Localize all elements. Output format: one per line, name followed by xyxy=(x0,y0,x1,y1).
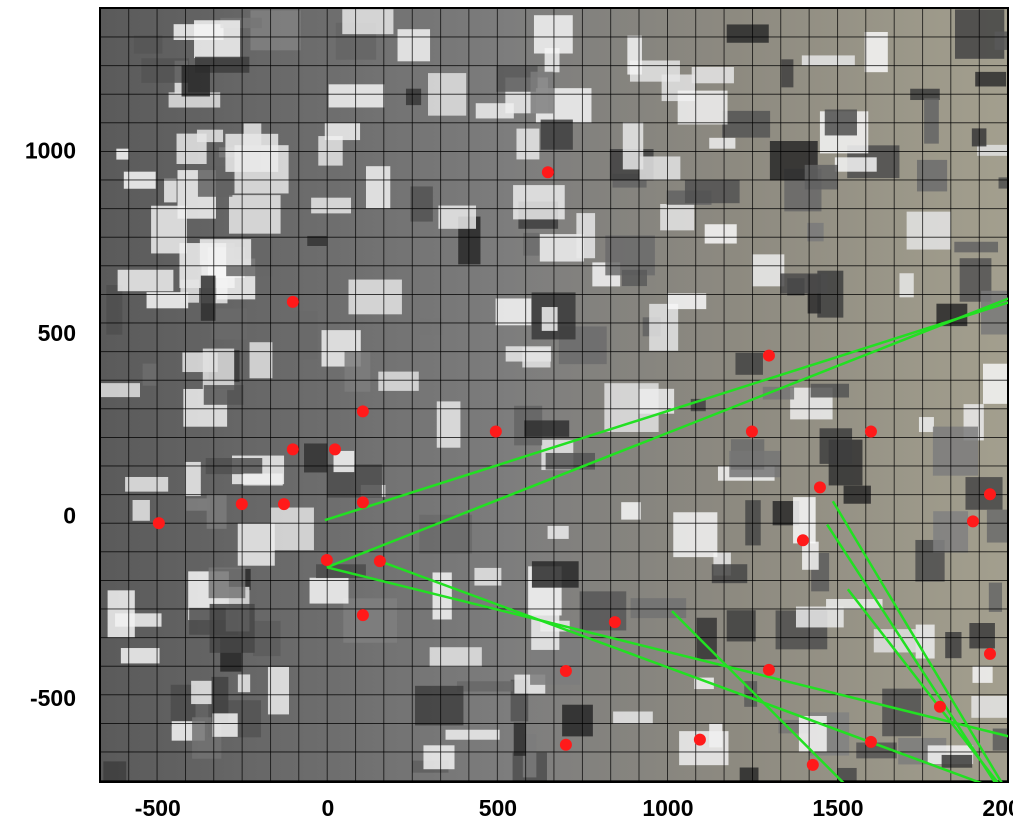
point xyxy=(746,426,758,438)
point xyxy=(374,555,386,567)
point xyxy=(357,405,369,417)
point xyxy=(984,488,996,500)
y-tick-label: 500 xyxy=(38,320,76,346)
point xyxy=(357,496,369,508)
point xyxy=(321,554,333,566)
point xyxy=(984,648,996,660)
grid-overlay xyxy=(100,8,1008,782)
x-tick-label: 1500 xyxy=(812,795,863,821)
point xyxy=(542,166,554,178)
point xyxy=(934,701,946,713)
point xyxy=(609,616,621,628)
point xyxy=(560,739,572,751)
y-tick-label: -500 xyxy=(30,685,76,711)
point xyxy=(153,517,165,529)
point xyxy=(967,515,979,527)
point xyxy=(287,296,299,308)
point xyxy=(797,534,809,546)
chart: -500 0 500 1000 1500 2000 -500 0 500 1000 xyxy=(0,0,1013,837)
page: {"chart_data": {"type": "scatter", "xlim… xyxy=(0,0,1013,837)
point xyxy=(865,426,877,438)
x-tick-label: 500 xyxy=(479,795,517,821)
point xyxy=(694,734,706,746)
point xyxy=(763,664,775,676)
point xyxy=(329,443,341,455)
x-tick-label: 0 xyxy=(321,795,334,821)
point xyxy=(236,498,248,510)
point xyxy=(865,736,877,748)
point xyxy=(357,609,369,621)
y-tick-label: 0 xyxy=(63,502,76,528)
x-tick-label: 2000 xyxy=(982,795,1013,821)
point xyxy=(807,759,819,771)
x-tick-label: 1000 xyxy=(642,795,693,821)
y-tick-label: 1000 xyxy=(25,137,76,163)
point xyxy=(560,665,572,677)
point xyxy=(490,426,502,438)
point xyxy=(287,443,299,455)
point xyxy=(814,481,826,493)
point xyxy=(278,498,290,510)
x-tick-label: -500 xyxy=(135,795,181,821)
point xyxy=(763,350,775,362)
